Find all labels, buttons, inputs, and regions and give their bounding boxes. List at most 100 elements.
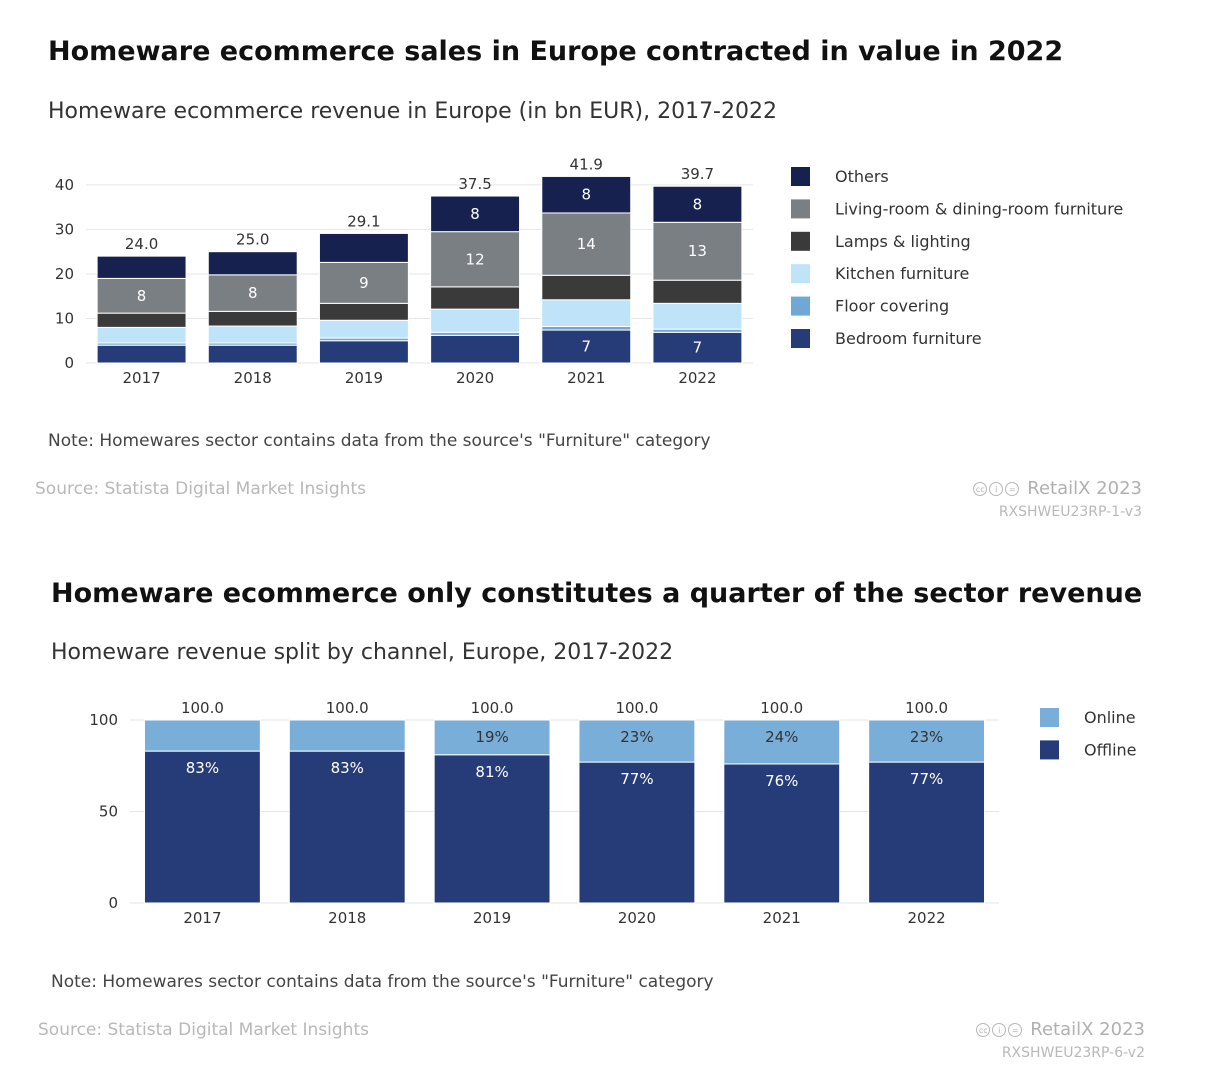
creative-commons-icon: cc i =: [973, 482, 1020, 496]
x-tick-label: 2019: [345, 369, 383, 387]
data-label: 8: [248, 284, 258, 302]
bar-segment: [723, 719, 841, 765]
bar-segment: [318, 319, 409, 339]
bar-segment: [541, 299, 632, 327]
chart-title: Homeware ecommerce only constitutes a qu…: [51, 578, 1143, 609]
legend-swatch: [791, 296, 810, 316]
chart-code: RXSHWEU23RP-6-v2: [1001, 1045, 1145, 1061]
brand-label: cc i = RetailX 2023: [973, 478, 1142, 499]
bar-segment: [541, 274, 632, 301]
chart-source: Source: Statista Digital Market Insights: [35, 479, 366, 499]
bar-segment: [723, 763, 841, 904]
legend-label: Lamps & lighting: [835, 232, 971, 251]
x-tick-label: 2017: [122, 369, 160, 387]
bar-segment: [868, 719, 986, 763]
chart-note: Note: Homewares sector contains data fro…: [48, 431, 711, 451]
stacked-bar-chart-channel: 0 50 100 83% 100.0 2017 83% 100.0 2018 81% 19% 100.…: [89, 699, 1137, 927]
legend-swatch: [1040, 740, 1059, 760]
data-label: 14: [577, 235, 596, 253]
data-label: 76%: [765, 772, 798, 790]
bar-segment: [318, 302, 409, 321]
x-tick-label: 2018: [234, 369, 272, 387]
legend-label: Online: [1084, 708, 1136, 727]
bar-segment: [207, 325, 298, 344]
bar-segment: [318, 232, 409, 263]
x-tick-label: 2018: [328, 909, 366, 927]
x-tick-label: 2021: [567, 369, 605, 387]
legend-label: Offline: [1084, 740, 1137, 759]
bar-segment: [207, 251, 298, 276]
y-tick-label: 0: [64, 354, 74, 372]
bar-segment: [430, 308, 521, 333]
legend-swatch: [791, 329, 810, 348]
x-tick-label: 2017: [183, 909, 221, 927]
bar-segment: [96, 277, 187, 314]
bar-segment: [868, 761, 986, 904]
chart-note: Note: Homewares sector contains data fro…: [51, 972, 714, 992]
bar-segment: [96, 326, 187, 344]
y-tick-label: 0: [108, 894, 118, 912]
legend-swatch: [791, 199, 810, 219]
data-label: 8: [470, 205, 480, 223]
chart-source: Source: Statista Digital Market Insights: [38, 1020, 369, 1040]
data-label: 13: [688, 242, 707, 260]
data-label: 8: [581, 186, 591, 204]
legend-swatch: [791, 167, 810, 186]
bar-segment: [207, 344, 298, 364]
total-label: 100.0: [326, 699, 369, 717]
total-label: 39.7: [681, 165, 714, 183]
bar-segment: [541, 175, 632, 214]
bar-segment: [578, 761, 696, 904]
creative-commons-icon: cc i =: [976, 1023, 1023, 1037]
data-label: 19%: [475, 728, 508, 746]
data-label: 7: [693, 339, 703, 357]
data-label: 8: [693, 195, 703, 213]
y-tick-label: 50: [99, 803, 118, 821]
bar-segment: [143, 719, 261, 752]
bar-segment: [541, 325, 632, 331]
x-tick-label: 2022: [678, 369, 716, 387]
total-label: 41.9: [570, 155, 603, 173]
data-label: 24%: [765, 728, 798, 746]
chart-subtitle: Homeware ecommerce revenue in Europe (in…: [48, 99, 777, 124]
bar-segment: [430, 195, 521, 233]
bar-segment: [652, 302, 743, 330]
data-label: 23%: [620, 728, 653, 746]
x-tick-label: 2020: [456, 369, 494, 387]
bar-segment: [288, 750, 406, 904]
data-label: 83%: [186, 759, 219, 777]
total-label: 100.0: [181, 699, 224, 717]
data-label: 81%: [475, 763, 508, 781]
total-label: 24.0: [125, 235, 158, 253]
stacked-bar-chart-revenue: 0 10 20 30 40 8 24.0 2017 8 25.0 2018 9 29.1 2019 12 8 3…: [55, 155, 1123, 387]
bar-segment: [96, 255, 187, 279]
chart-panel-channel-split: Homeware ecommerce only constitutes a qu…: [0, 540, 1230, 1080]
bar-segment: [143, 750, 261, 904]
data-label: 9: [359, 274, 369, 292]
bar-segment: [430, 334, 521, 364]
x-tick-label: 2021: [763, 909, 801, 927]
bar-segment: [207, 310, 298, 327]
total-label: 100.0: [760, 699, 803, 717]
legend-swatch: [791, 231, 810, 251]
data-label: 8: [137, 287, 147, 305]
y-tick-label: 100: [89, 711, 118, 729]
bar-segment: [541, 329, 632, 364]
y-tick-label: 30: [55, 220, 74, 238]
legend-label: Bedroom furniture: [835, 329, 982, 348]
bar-segment: [288, 719, 406, 752]
brand-text: RetailX 2023: [1030, 1019, 1145, 1040]
total-label: 100.0: [615, 699, 658, 717]
bar-segment: [541, 212, 632, 276]
total-label: 25.0: [236, 231, 269, 249]
data-label: 77%: [910, 770, 943, 788]
total-label: 37.5: [458, 175, 491, 193]
brand-text: RetailX 2023: [1027, 478, 1142, 499]
data-label: 7: [581, 338, 591, 356]
legend-label: Kitchen furniture: [835, 264, 969, 283]
data-label: 83%: [331, 759, 364, 777]
bar-segment: [578, 719, 696, 763]
brand-label: cc i = RetailX 2023: [976, 1019, 1145, 1040]
total-label: 100.0: [905, 699, 948, 717]
chart-panel-ecommerce-revenue: Homeware ecommerce sales in Europe contr…: [35, 36, 1142, 520]
